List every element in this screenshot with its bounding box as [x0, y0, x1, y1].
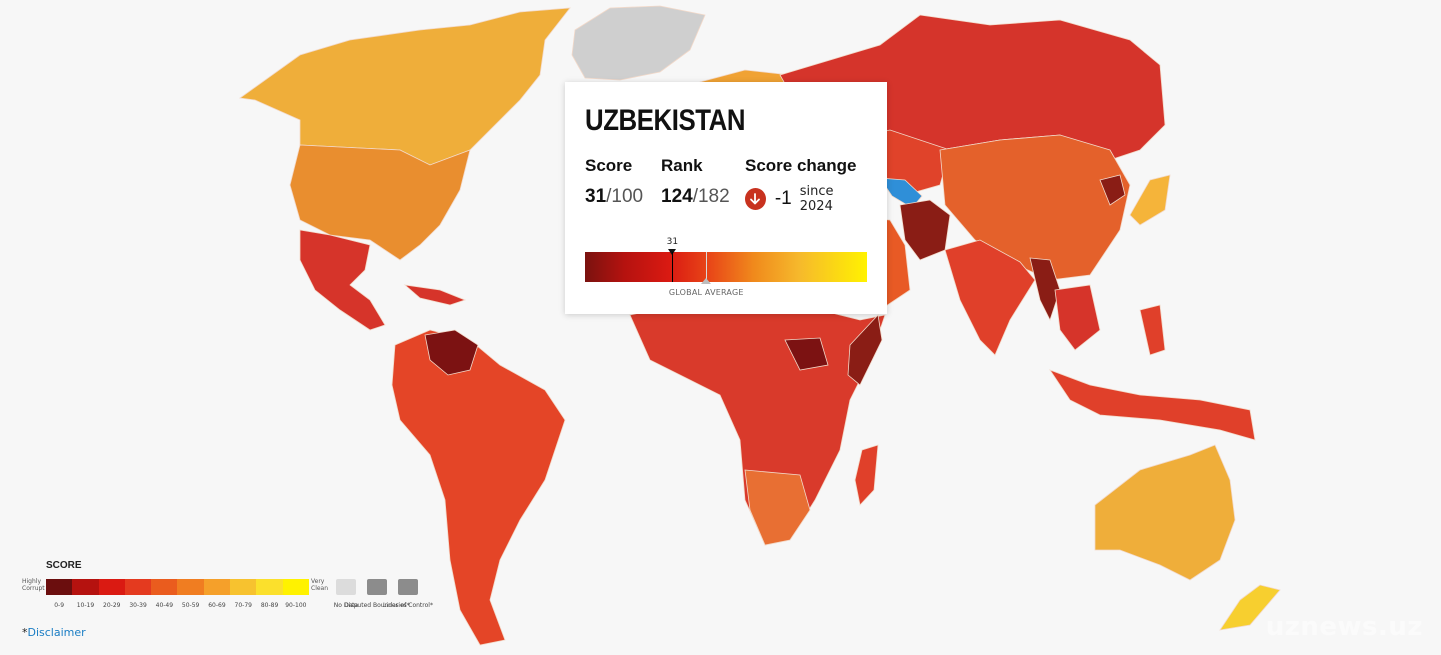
legend-range-label: 80-89 — [260, 602, 279, 609]
legend-extra-label: Lines of Control* — [383, 602, 433, 609]
region-japan[interactable] — [1129, 174, 1171, 226]
score-legend: SCORE Highly Corrupt 0-9 10-19 20-29 30-39 4… — [22, 560, 433, 620]
region-south-america[interactable] — [391, 329, 566, 646]
legend-high-label: Very Clean — [311, 578, 329, 592]
score-gradient — [585, 252, 867, 282]
score-change-label: Score change — [745, 156, 857, 175]
legend-title: SCORE — [46, 560, 82, 571]
legend-range-label: 60-69 — [208, 602, 226, 609]
region-caribbean[interactable] — [403, 284, 467, 306]
region-southeast-asia[interactable] — [1054, 284, 1101, 351]
region-new-zealand[interactable] — [1219, 584, 1281, 631]
legend-color-scale — [46, 579, 309, 595]
watermark: uznews.uz — [1265, 612, 1423, 642]
stats-row: Score 31/100 Rank 124/182 Score change -… — [585, 156, 867, 216]
score-marker-line — [672, 252, 674, 282]
score-number: 31 — [585, 186, 607, 207]
score-stat: Score 31/100 — [585, 156, 643, 208]
region-mexico[interactable] — [299, 229, 386, 331]
legend-low-label: Highly Corrupt — [22, 578, 45, 592]
legend-range-label: 10-19 — [76, 602, 95, 609]
disclaimer-prefix: * — [22, 626, 28, 639]
legend-swatch-90-100 — [282, 579, 309, 595]
legend-swatch-30-39 — [124, 579, 152, 595]
legend-swatch-70-79 — [230, 579, 257, 595]
legend-range-label: 70-79 — [234, 602, 252, 609]
rank-label: Rank — [661, 156, 703, 175]
region-canada[interactable] — [238, 7, 571, 166]
country-name: UZBEKISTAN — [585, 104, 746, 137]
global-average-pointer — [701, 278, 712, 284]
region-philippines[interactable] — [1139, 304, 1166, 356]
region-southern-africa[interactable] — [744, 469, 811, 546]
score-change-since: since 2024 — [799, 184, 834, 214]
legend-range-label: 30-39 — [129, 602, 147, 609]
legend-swatch-10-19 — [72, 579, 99, 595]
region-indonesia[interactable] — [1048, 369, 1256, 441]
region-india[interactable] — [944, 239, 1036, 356]
legend-swatch-60-69 — [203, 579, 231, 595]
rank-max: /182 — [692, 186, 730, 207]
score-change-value: -1 — [774, 188, 792, 209]
rank-stat: Rank 124/182 — [661, 156, 730, 208]
score-label: Score — [585, 156, 633, 175]
legend-extra-swatch — [336, 579, 356, 595]
country-tooltip: UZBEKISTAN Score 31/100 Rank 124/182 Sco… — [565, 82, 887, 314]
legend-swatch-20-29 — [98, 579, 125, 595]
disclaimer: *Disclaimer — [22, 626, 86, 639]
region-korea[interactable] — [1099, 174, 1126, 206]
global-average-label: GLOBAL AVERAGE — [668, 288, 744, 297]
legend-swatch-40-49 — [151, 579, 178, 595]
legend-extra-label: Disputed Boundaries* — [344, 602, 410, 609]
arrow-down-icon — [745, 188, 766, 210]
region-usa[interactable] — [289, 144, 471, 261]
global-average-line — [706, 252, 708, 282]
score-marker-label: 31 — [666, 237, 679, 247]
legend-extra-swatch — [398, 579, 418, 595]
legend-swatch-80-89 — [256, 579, 283, 595]
score-change-stat: Score change -1 since 2024 — [745, 156, 867, 214]
rank-number: 124 — [661, 186, 693, 207]
legend-swatch-0-9 — [46, 579, 73, 595]
legend-extra-swatch — [367, 579, 387, 595]
region-venezuela[interactable] — [424, 329, 479, 376]
legend-range-label: 40-49 — [155, 602, 174, 609]
legend-range-label: 20-29 — [103, 602, 121, 609]
region-greenland[interactable] — [571, 5, 706, 81]
legend-extra-label: No Data — [333, 602, 359, 609]
region-south-sudan[interactable] — [784, 337, 829, 371]
score-max: /100 — [606, 186, 644, 207]
region-myanmar[interactable] — [1029, 257, 1061, 322]
region-horn-of-africa[interactable] — [847, 314, 883, 386]
legend-swatch-50-59 — [177, 579, 204, 595]
rank-value: 124/182 — [661, 186, 730, 208]
score-value: 31/100 — [585, 186, 643, 208]
score-change-row: -1 since 2024 — [745, 184, 867, 214]
legend-range-label: 90-100 — [285, 602, 307, 609]
region-australia[interactable] — [1094, 444, 1236, 581]
legend-range-label: 50-59 — [181, 602, 200, 609]
legend-range-label: 0-9 — [54, 602, 65, 609]
score-scale-bar: 31 GLOBAL AVERAGE — [585, 234, 867, 297]
region-madagascar[interactable] — [854, 444, 879, 506]
region-afghanistan-pakistan[interactable] — [899, 199, 951, 261]
disclaimer-link[interactable]: Disclaimer — [27, 626, 86, 639]
